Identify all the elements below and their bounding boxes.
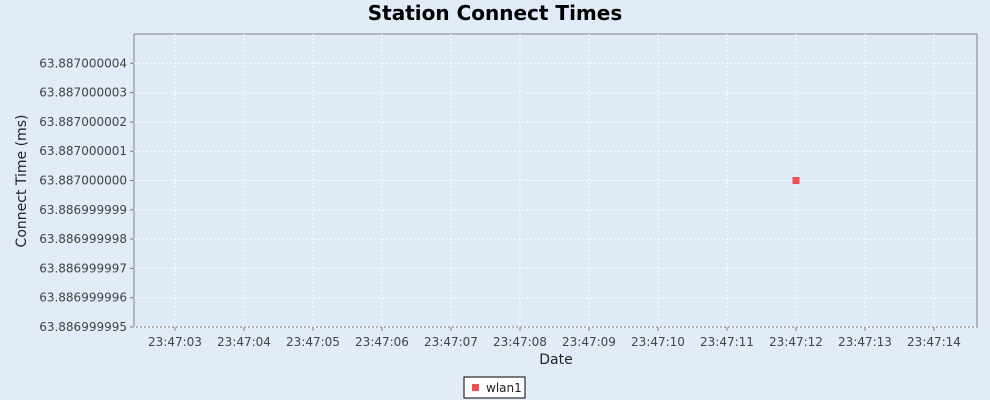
- y-tick-label: 63.886999998: [39, 232, 127, 246]
- x-tick-label: 23:47:03: [148, 335, 202, 349]
- y-axis-label: Connect Time (ms): [14, 115, 30, 248]
- x-tick-label: 23:47:10: [631, 335, 685, 349]
- y-tick-label: 63.887000003: [39, 86, 127, 100]
- x-tick-label: 23:47:04: [217, 335, 271, 349]
- y-tick-label: 63.886999997: [39, 261, 127, 275]
- x-tick-label: 23:47:06: [355, 335, 409, 349]
- x-tick-label: 23:47:05: [286, 335, 340, 349]
- y-tick-label: 63.886999996: [39, 291, 127, 305]
- y-axis-ticks: 63.887000004 63.887000003 63.887000002 63.8…: [39, 56, 134, 334]
- y-tick-label: 63.887000004: [39, 56, 127, 70]
- chart-title: Station Connect Times: [368, 1, 622, 25]
- y-tick-label: 63.887000002: [39, 115, 127, 129]
- x-tick-label: 23:47:07: [424, 335, 478, 349]
- legend-box: [463, 376, 526, 399]
- x-tick-label: 23:47:13: [838, 335, 892, 349]
- x-axis-ticks: 23:47:03 23:47:04 23:47:05 23:47:06 23:47:07…: [148, 327, 961, 349]
- x-tick-label: 23:47:08: [493, 335, 547, 349]
- legend: wlan1: [463, 376, 526, 399]
- legend-label-wlan1: wlan1: [486, 381, 522, 395]
- y-tick-label: 63.887000000: [39, 173, 127, 187]
- x-axis-label: Date: [539, 352, 572, 368]
- x-tick-label: 23:47:14: [907, 335, 961, 349]
- data-point-wlan1: [792, 176, 800, 184]
- y-tick-label: 63.887000001: [39, 144, 127, 158]
- data-points: [792, 176, 800, 184]
- y-tick-label: 63.886999999: [39, 203, 127, 217]
- legend-swatch-wlan1: [472, 384, 479, 391]
- x-tick-label: 23:47:12: [769, 335, 823, 349]
- x-tick-label: 23:47:09: [562, 335, 616, 349]
- x-tick-label: 23:47:11: [700, 335, 754, 349]
- y-tick-label: 63.886999995: [39, 320, 127, 334]
- grid-lines: [134, 34, 977, 328]
